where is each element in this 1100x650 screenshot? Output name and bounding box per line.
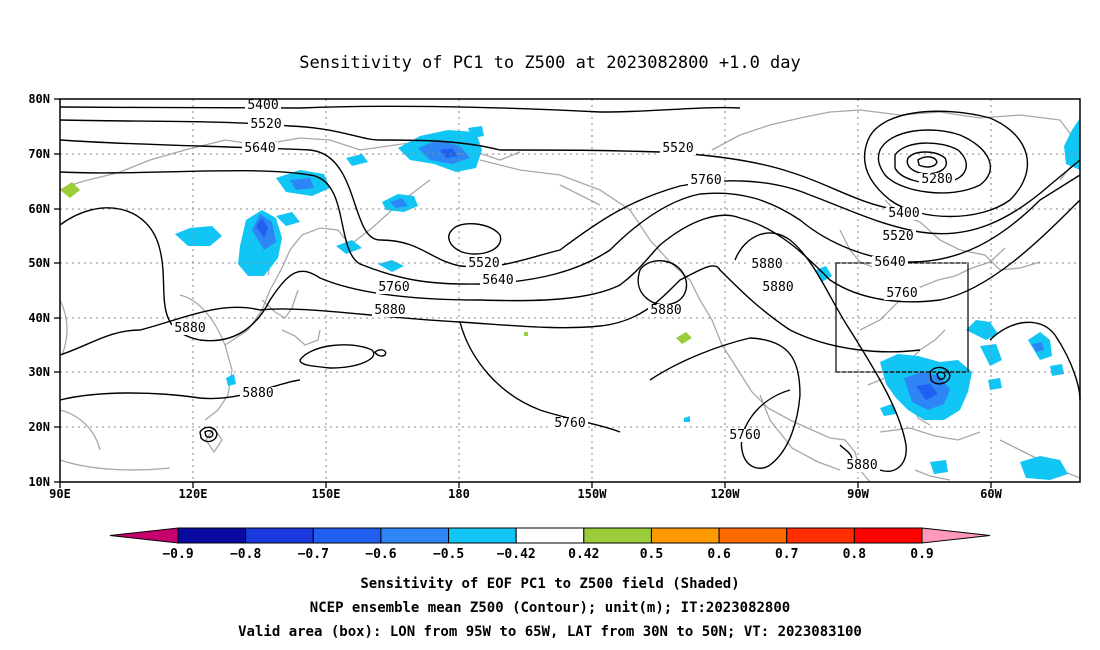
- colorbar-segment: [515, 527, 585, 544]
- gridlines: [60, 99, 1080, 482]
- caption-line-3: Valid area (box): LON from 95W to 65W, L…: [238, 624, 862, 640]
- colorbar-label: 0.7: [775, 547, 798, 562]
- contour-label-bg: [240, 387, 276, 400]
- lon-label: 120W: [711, 487, 741, 501]
- figure-title: Sensitivity of PC1 to Z500 at 2023082800…: [299, 53, 801, 73]
- contour-label: 5520: [882, 229, 913, 244]
- contour-labels: 5400 5520 5640 5520 5760 5280 5400 5520 5640 5760…: [172, 98, 955, 473]
- colorbar-segment: [380, 527, 450, 544]
- colorbar-segment: [583, 527, 652, 544]
- contour-label: 5640: [244, 141, 275, 156]
- contour-label: 5760: [378, 280, 409, 295]
- colorbar-segment: [718, 527, 788, 544]
- contour-label-bg: [245, 99, 281, 112]
- lat-label: 80N: [28, 92, 50, 106]
- colorbar-segment: [921, 527, 991, 544]
- contour-label-bg: [872, 256, 908, 269]
- sensitivity-shading: [60, 118, 1080, 480]
- colorbar-label: −0.5: [433, 547, 464, 562]
- contour-label: 5520: [250, 117, 281, 132]
- lat-label: 60N: [28, 202, 50, 216]
- contour-label-bg: [242, 142, 278, 155]
- contour-label: 5400: [888, 206, 919, 221]
- colorbar-label: 0.5: [640, 547, 663, 562]
- contour-label-bg: [919, 173, 955, 186]
- colorbar-label: −0.42: [497, 547, 536, 562]
- contour-label: 5760: [729, 428, 760, 443]
- contour-label-bg: [466, 257, 502, 270]
- lon-label: 90E: [49, 487, 71, 501]
- contour-label-bg: [688, 174, 724, 187]
- contour-label: 5640: [482, 273, 513, 288]
- contour-label-bg: [172, 322, 208, 335]
- lon-label: 150W: [578, 487, 608, 501]
- contour-label: 5880: [846, 458, 877, 473]
- contour-label-bg: [886, 207, 922, 220]
- caption-line-2: NCEP ensemble mean Z500 (Contour); unit(…: [310, 600, 790, 616]
- contour-label: 5520: [662, 141, 693, 156]
- contour-label: 5880: [242, 386, 273, 401]
- colorbar-label: 0.9: [910, 547, 933, 562]
- colorbar-segment: [177, 527, 247, 544]
- colorbar-label: 0.6: [707, 547, 731, 562]
- colorbar-segment: [245, 527, 314, 544]
- lon-label: 180: [448, 487, 470, 501]
- contour-label: 5880: [762, 280, 793, 295]
- colorbar-segment: [109, 527, 179, 544]
- caption-line-1: Sensitivity of EOF PC1 to Z500 field (Sh…: [360, 576, 739, 592]
- contour-label-bg: [480, 274, 516, 287]
- colorbar-label: −0.7: [298, 547, 329, 562]
- contour-label: 5760: [886, 286, 917, 301]
- colorbar-segment: [312, 527, 382, 544]
- contour-label: 5400: [247, 98, 278, 113]
- lon-label: 150E: [312, 487, 341, 501]
- contour-label: 5520: [468, 256, 499, 271]
- colorbar-label: −0.6: [365, 547, 396, 562]
- colorbar-segment: [448, 527, 517, 544]
- lat-label: 10N: [28, 475, 50, 489]
- colorbar-label: −0.8: [230, 547, 261, 562]
- map-panel: 5400 5520 5640 5520 5760 5280 5400 5520 5640 5760…: [59, 98, 1081, 483]
- lon-label: 90W: [847, 487, 869, 501]
- lon-label: 120E: [179, 487, 208, 501]
- contour-label-bg: [749, 258, 785, 271]
- colorbar-label: 0.8: [843, 547, 867, 562]
- colorbar-label: 0.42: [568, 547, 599, 562]
- contour-label: 5640: [874, 255, 905, 270]
- contour-label-bg: [760, 281, 796, 294]
- contour-label-bg: [884, 287, 920, 300]
- contour-label: 5280: [921, 172, 952, 187]
- contour-label-bg: [372, 304, 408, 317]
- contour-label: 5880: [174, 321, 205, 336]
- contour-label-bg: [376, 281, 412, 294]
- contour-label-bg: [648, 304, 684, 317]
- colorbar: −0.9 −0.8 −0.7 −0.6 −0.5 −0.42 0.42 0.5 0.6 0.7 0.…: [109, 527, 991, 562]
- contour-label-bg: [552, 417, 588, 430]
- lat-label: 30N: [28, 365, 50, 379]
- contour-label-bg: [248, 118, 284, 131]
- colorbar-segment: [650, 527, 720, 544]
- contour-label: 5880: [374, 303, 405, 318]
- map-frame: [59, 98, 1081, 483]
- contour-label: 5880: [650, 303, 681, 318]
- contour-label-bg: [727, 429, 763, 442]
- contour-label: 5760: [690, 173, 721, 188]
- colorbar-segment: [786, 527, 855, 544]
- contour-label: 5880: [751, 257, 782, 272]
- z500-contours: [59, 105, 1081, 472]
- contour-label: 5760: [554, 416, 585, 431]
- lon-label: 60W: [980, 487, 1002, 501]
- lat-label: 20N: [28, 420, 50, 434]
- lat-label: 50N: [28, 256, 50, 270]
- lat-label: 70N: [28, 147, 50, 161]
- lat-label: 40N: [28, 311, 50, 325]
- colorbar-segment: [853, 527, 923, 544]
- contour-label-bg: [660, 142, 696, 155]
- contour-label-bg: [880, 230, 916, 243]
- colorbar-label: −0.9: [162, 547, 193, 562]
- contour-label-bg: [844, 459, 880, 472]
